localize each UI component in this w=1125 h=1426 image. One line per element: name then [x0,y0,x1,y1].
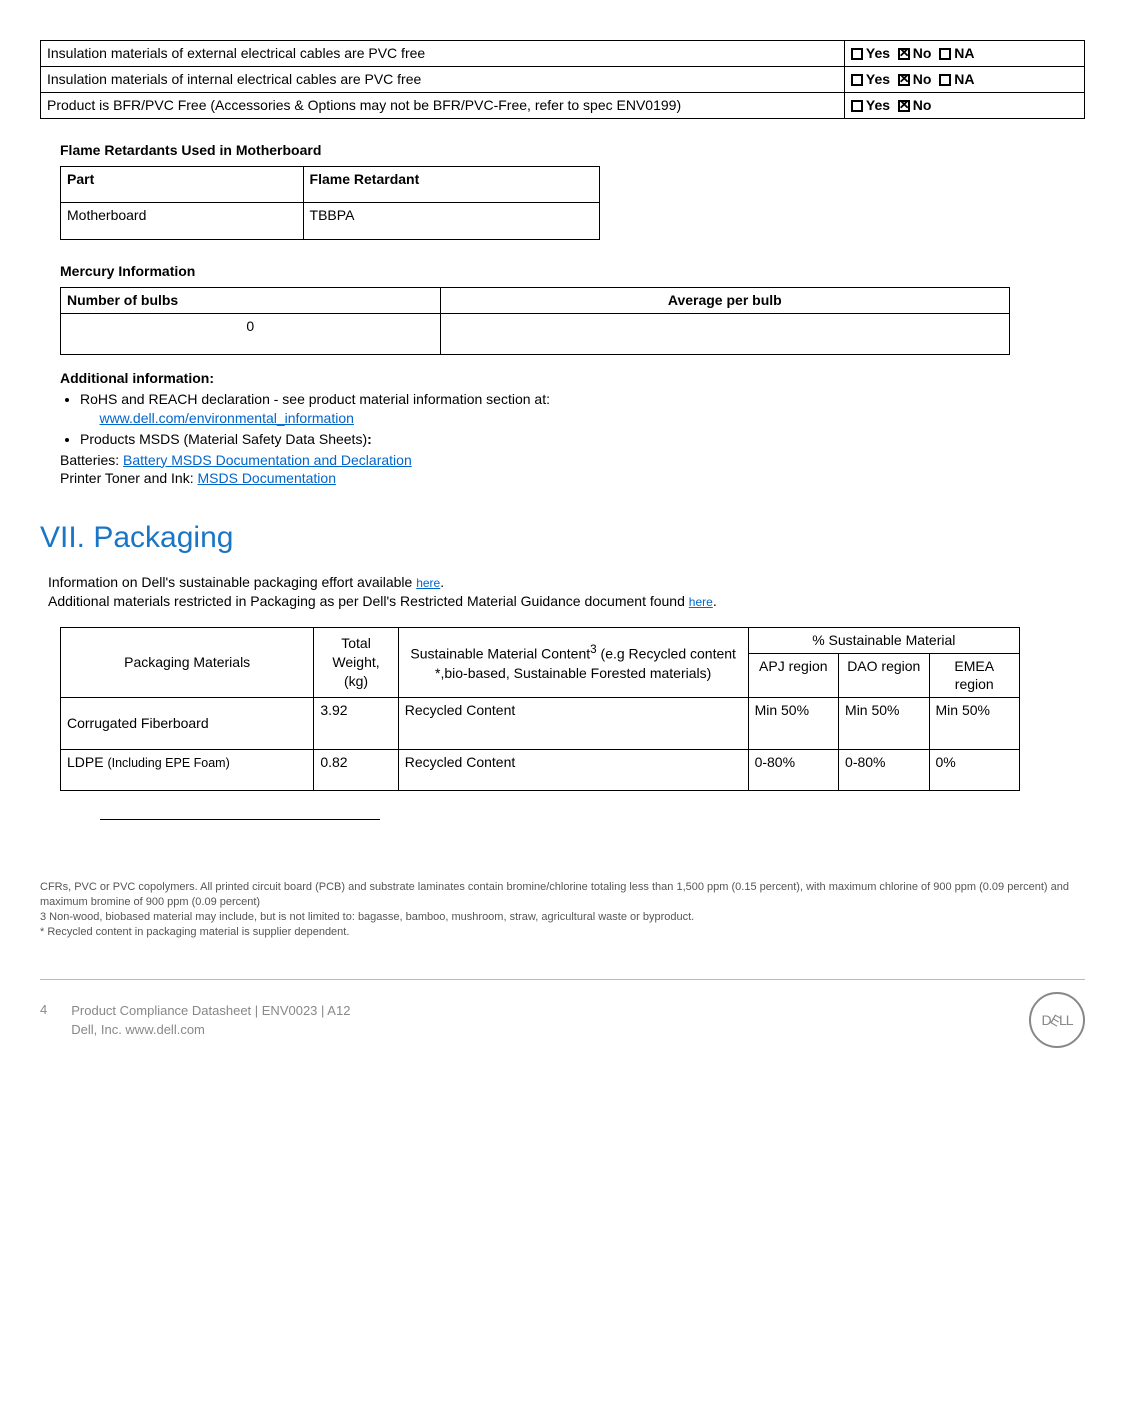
checkbox-checked-icon [898,74,910,86]
pvc-free-table: Insulation materials of external electri… [40,40,1085,119]
footer-text: Product Compliance Datasheet | ENV0023 |… [71,1001,350,1040]
packaging-row: LDPE (Including EPE Foam) 0.82 Recycled … [61,750,1020,791]
packaging-col-sustain: Sustainable Material Content3 (e.g Recyc… [398,627,748,698]
footnote-divider [100,819,380,820]
packaging-here-link-2[interactable]: here [689,595,713,609]
flame-col-part: Part [61,166,304,203]
checkbox-icon [851,100,863,112]
footnote-line: * Recycled content in packaging material… [40,925,1085,940]
flame-col-fr: Flame Retardant [303,166,599,203]
env-info-link[interactable]: www.dell.com/environmental_information [99,410,353,426]
packaging-material: Corrugated Fiberboard [61,698,314,750]
packaging-apj: Min 50% [748,698,838,750]
packaging-material: LDPE (Including EPE Foam) [61,750,314,791]
page-number: 4 [40,1001,47,1019]
additional-item-msds: Products MSDS (Material Safety Data Shee… [80,430,1085,449]
packaging-content: Recycled Content [398,750,748,791]
pvc-row-label: Product is BFR/PVC Free (Accessories & O… [41,92,845,118]
mercury-col-bulbs: Number of bulbs [61,288,441,314]
checkbox-checked-icon [898,48,910,60]
msds-documentation-link[interactable]: MSDS Documentation [197,470,336,486]
packaging-intro: Information on Dell's sustainable packag… [48,573,1085,611]
packaging-table: Packaging Materials Total Weight, (kg) S… [60,627,1020,791]
pvc-row-label: Insulation materials of external electri… [41,41,845,67]
checkbox-checked-icon [898,100,910,112]
packaging-apj: 0-80% [748,750,838,791]
flame-retardants-table: Part Flame Retardant Motherboard TBBPA [60,166,600,241]
mercury-heading: Mercury Information [60,262,1085,281]
packaging-dao: 0-80% [839,750,929,791]
packaging-col-emea: EMEA region [929,653,1020,698]
packaging-col-apj: APJ region [748,653,838,698]
packaging-weight: 0.82 [314,750,398,791]
pvc-row-options: Yes No NA [844,41,1084,67]
pvc-row-options: Yes No NA [844,66,1084,92]
mercury-table: Number of bulbs Average per bulb 0 [60,287,1010,355]
packaging-col-dao: DAO region [839,653,929,698]
pvc-row-label: Insulation materials of internal electri… [41,66,845,92]
packaging-emea: Min 50% [929,698,1020,750]
checkbox-icon [939,48,951,60]
dell-logo-icon: DELL [1029,992,1085,1048]
packaging-weight: 3.92 [314,698,398,750]
packaging-section-title: VII. Packaging [40,518,1085,559]
packaging-col-pct: % Sustainable Material [748,627,1019,653]
footnote-line: 3 Non-wood, biobased material may includ… [40,910,1085,925]
mercury-bulbs-value: 0 [61,314,441,355]
additional-item-rohs: RoHS and REACH declaration - see product… [80,390,1085,428]
pvc-row-options: Yes No [844,92,1084,118]
packaging-emea: 0% [929,750,1020,791]
page-footer: 4 Product Compliance Datasheet | ENV0023… [40,979,1085,1048]
footnote-line: CFRs, PVC or PVC copolymers. All printed… [40,880,1085,910]
flame-fr-value: TBBPA [303,203,599,240]
mercury-avg-value [440,314,1009,355]
packaging-here-link-1[interactable]: here [416,576,440,590]
packaging-col-materials: Packaging Materials [61,627,314,698]
checkbox-icon [851,74,863,86]
additional-info-heading: Additional information: [60,369,1085,388]
packaging-content: Recycled Content [398,698,748,750]
battery-msds-link[interactable]: Battery MSDS Documentation and Declarati… [123,452,412,468]
flame-part-value: Motherboard [61,203,304,240]
mercury-col-avg: Average per bulb [440,288,1009,314]
batteries-line: Batteries: Battery MSDS Documentation an… [60,451,1085,470]
packaging-col-weight: Total Weight, (kg) [314,627,398,698]
packaging-dao: Min 50% [839,698,929,750]
checkbox-icon [939,74,951,86]
printer-line: Printer Toner and Ink: MSDS Documentatio… [60,469,1085,488]
additional-info-list: RoHS and REACH declaration - see product… [80,390,1085,449]
footnotes: CFRs, PVC or PVC copolymers. All printed… [40,880,1085,939]
packaging-row: Corrugated Fiberboard 3.92 Recycled Cont… [61,698,1020,750]
flame-retardants-heading: Flame Retardants Used in Motherboard [60,141,1085,160]
checkbox-icon [851,48,863,60]
